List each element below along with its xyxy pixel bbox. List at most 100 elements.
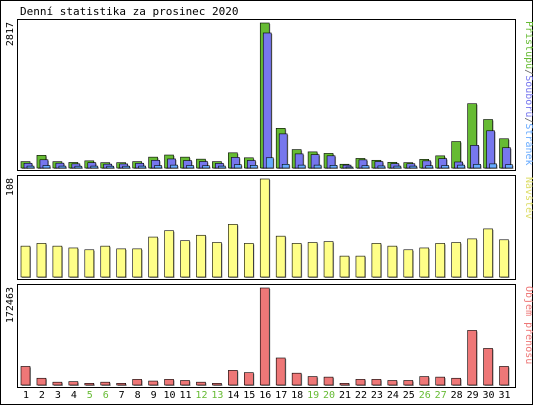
- day-label: 4: [71, 390, 77, 401]
- pages-bar: [265, 157, 274, 169]
- legend: Objem přenosu: [523, 286, 533, 364]
- day-label: 7: [119, 390, 125, 401]
- legend: Přístupů/Souborů/Stránek: [523, 21, 533, 166]
- pages-bar: [106, 165, 115, 169]
- files-bar: [278, 133, 288, 169]
- visits-bar: [451, 242, 461, 278]
- legend-visits: Návštěv: [523, 177, 533, 219]
- kbytes-bar: [307, 376, 318, 386]
- kbytes-bar: [180, 380, 190, 386]
- visits-bar: [339, 255, 350, 278]
- pages-bar: [297, 164, 306, 169]
- visits-bar: [84, 249, 95, 278]
- pages-bar: [505, 164, 513, 169]
- kbytes-bar: [68, 381, 79, 386]
- panel-frame: [17, 284, 516, 388]
- y-max-label: 2817: [5, 22, 16, 46]
- kbytes-bar: [275, 357, 286, 386]
- pages-bar: [281, 163, 290, 169]
- pages-bar: [441, 165, 450, 169]
- kbytes-bar: [371, 379, 382, 386]
- panel-visits: 108 Návštěv: [5, 175, 533, 280]
- kbytes-bar: [20, 366, 31, 386]
- y-max-label: 172463: [5, 287, 16, 323]
- legend: Návštěv: [523, 177, 533, 219]
- day-label: 5: [87, 390, 93, 401]
- pages-bar: [202, 165, 210, 169]
- visits-bar: [100, 245, 111, 278]
- pages-bar: [122, 165, 130, 169]
- kbytes-bar: [100, 381, 111, 386]
- kbytes-bar: [212, 383, 222, 386]
- pages-bar: [58, 165, 67, 169]
- pages-bar: [345, 166, 354, 169]
- day-label: 30: [483, 390, 495, 401]
- chart-title: Denní statistika za prosinec 2020: [20, 5, 239, 18]
- kbytes-bar: [435, 376, 446, 386]
- pages-bar: [425, 165, 434, 169]
- kbytes-bar: [52, 381, 63, 386]
- pages-bar: [90, 165, 99, 169]
- day-label: 25: [403, 390, 415, 401]
- visits-bar: [148, 236, 158, 278]
- pages-bar: [489, 163, 497, 169]
- day-label: 2: [39, 390, 45, 401]
- pages-bar: [26, 165, 35, 169]
- visits-bar: [307, 242, 318, 278]
- pages-bar: [377, 165, 386, 169]
- pages-bar: [138, 165, 146, 169]
- day-label: 28: [451, 390, 463, 401]
- kbytes-bar: [403, 380, 414, 386]
- kbytes-bar: [244, 372, 254, 386]
- kbytes-bar: [84, 383, 95, 386]
- kbytes-bar: [499, 366, 509, 386]
- panel-transfer-volume: 172463 Objem přenosu: [5, 284, 533, 388]
- legend-separator1: /: [523, 117, 533, 123]
- day-label: 23: [371, 390, 383, 401]
- kbytes-bar: [323, 376, 334, 386]
- day-label: 14: [227, 390, 239, 401]
- visits-bar: [435, 243, 446, 278]
- visits-bar: [164, 230, 174, 278]
- kbytes-bar: [355, 379, 366, 386]
- day-label: 11: [179, 390, 191, 401]
- pages-bar: [154, 165, 162, 169]
- pages-bar: [42, 165, 51, 169]
- day-label: 31: [498, 390, 510, 401]
- day-label: 21: [339, 390, 351, 401]
- visits-bar: [419, 247, 430, 278]
- visits-bar: [467, 238, 477, 278]
- visits-bar: [36, 243, 47, 278]
- kbytes-bar: [36, 377, 47, 386]
- day-label: 15: [243, 390, 255, 401]
- kbytes-bar: [339, 383, 350, 386]
- pages-bar: [74, 165, 83, 169]
- kbytes-bar: [259, 287, 270, 386]
- day-label: 13: [211, 390, 223, 401]
- visits-bar: [68, 247, 79, 278]
- kbytes-bar: [387, 380, 398, 386]
- day-label: 9: [151, 390, 157, 401]
- day-label: 8: [135, 390, 141, 401]
- legend-files: Souborů: [523, 75, 533, 117]
- day-label: 10: [164, 390, 176, 401]
- pages-bar: [250, 165, 258, 169]
- pages-bar: [329, 165, 338, 169]
- visits-bar: [387, 245, 398, 278]
- visits-bar: [499, 239, 509, 278]
- files-bar: [486, 130, 495, 169]
- visits-bar: [355, 255, 366, 278]
- kbytes-bar: [291, 372, 302, 386]
- day-label: 19: [307, 390, 319, 401]
- pages-bar: [361, 165, 370, 169]
- visits-bar: [20, 245, 31, 278]
- day-labels: 1 2 3 4 5 6 7 8 9 10 11 12 13 14 15 16 17 18 19 20 21 22 23 24 2…: [23, 390, 511, 401]
- legend-separator2: /: [523, 69, 533, 75]
- day-label: 22: [355, 390, 367, 401]
- y-max-label: 108: [5, 178, 16, 196]
- legend-hits: Přístupů: [523, 21, 533, 69]
- visits-bar: [244, 243, 254, 278]
- visits-bar: [403, 249, 414, 278]
